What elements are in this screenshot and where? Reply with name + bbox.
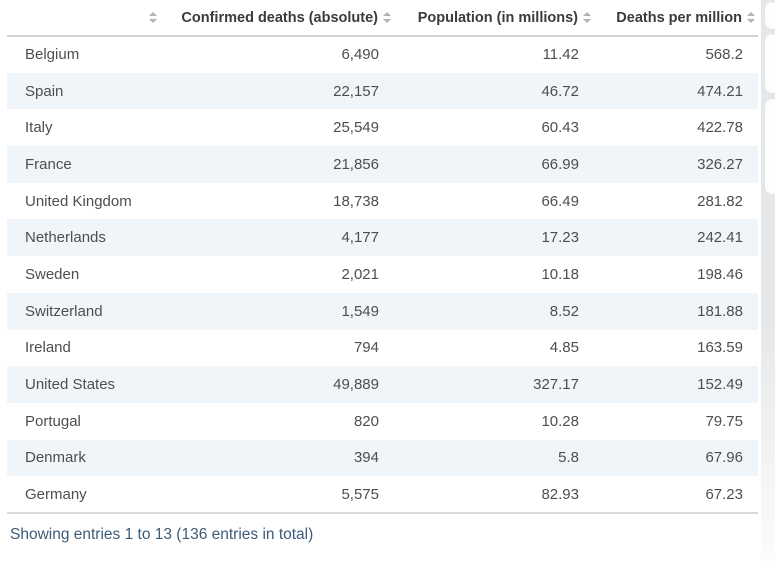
deaths-per-million-cell: 67.23 (705, 485, 743, 503)
column-header-deaths-per-million[interactable]: Deaths per million (594, 0, 758, 36)
column-header-population[interactable]: Population (in millions) (394, 0, 594, 36)
country-cell: United Kingdom (25, 192, 132, 210)
table-body: Belgium 6,490 11.42 568.2 Spain 22,157 4… (7, 36, 758, 513)
table-header: Confirmed deaths (absolute) Population (… (7, 0, 758, 36)
country-cell: Spain (25, 82, 64, 100)
population-cell: 4.85 (549, 339, 579, 357)
population-cell: 327.17 (533, 376, 579, 394)
column-header-confirmed-deaths[interactable]: Confirmed deaths (absolute) (160, 0, 394, 36)
table-row: United Kingdom 18,738 66.49 281.82 (7, 183, 758, 220)
deaths-per-million-cell: 281.82 (697, 192, 743, 210)
confirmed-deaths-cell: 5,575 (341, 485, 379, 503)
country-cell: Italy (25, 119, 53, 137)
table-row: Denmark 394 5.8 67.96 (7, 439, 758, 477)
country-cell: France (25, 155, 72, 173)
country-cell: Portugal (25, 412, 81, 430)
confirmed-deaths-cell: 18,738 (333, 192, 379, 210)
deaths-per-million-cell: 198.46 (697, 265, 743, 283)
sort-icon (747, 12, 755, 23)
table-row: Sweden 2,021 10.18 198.46 (7, 256, 758, 293)
country-cell: Ireland (25, 339, 71, 357)
table-row: Germany 5,575 82.93 67.23 (7, 476, 758, 513)
population-cell: 66.99 (541, 155, 579, 173)
confirmed-deaths-cell: 25,549 (333, 119, 379, 137)
data-table: Confirmed deaths (absolute) Population (… (7, 0, 758, 514)
country-cell: Netherlands (25, 229, 106, 247)
table-row: Spain 22,157 46.72 474.21 (7, 72, 758, 110)
entries-status-text: Showing entries 1 to 13 (136 entries in … (10, 525, 314, 543)
confirmed-deaths-cell: 2,021 (341, 265, 379, 283)
confirmed-deaths-cell: 394 (353, 449, 379, 467)
table-row: Belgium 6,490 11.42 568.2 (7, 36, 758, 73)
population-cell: 82.93 (541, 485, 579, 503)
country-cell: United States (25, 376, 116, 394)
country-cell: Denmark (25, 449, 86, 467)
table-container: Confirmed deaths (absolute) Population (… (7, 0, 758, 544)
scrollbar-thumb-segment[interactable] (765, 2, 775, 29)
table-row: Portugal 820 10.28 79.75 (7, 403, 758, 440)
confirmed-deaths-cell: 794 (353, 339, 379, 357)
confirmed-deaths-cell: 1,549 (341, 302, 379, 320)
deaths-per-million-cell: 163.59 (697, 339, 743, 357)
column-header-label: Deaths per million (616, 9, 742, 26)
population-cell: 17.23 (541, 229, 579, 247)
population-cell: 8.52 (549, 302, 579, 320)
header-row: Confirmed deaths (absolute) Population (… (7, 0, 758, 36)
population-cell: 10.28 (541, 412, 579, 430)
population-cell: 10.18 (541, 265, 579, 283)
country-cell: Sweden (25, 265, 80, 283)
scrollbar-thumb-segment[interactable] (765, 34, 775, 93)
right-scrollbar-track[interactable] (761, 0, 775, 561)
table-row: France 21,856 66.99 326.27 (7, 146, 758, 183)
country-cell: Germany (25, 485, 87, 503)
column-header-country[interactable] (7, 0, 160, 36)
confirmed-deaths-cell: 49,889 (333, 376, 379, 394)
country-cell: Switzerland (25, 302, 103, 320)
deaths-per-million-cell: 79.75 (705, 412, 743, 430)
table-row: Netherlands 4,177 17.23 242.41 (7, 219, 758, 257)
deaths-per-million-cell: 568.2 (705, 46, 743, 64)
sort-icon (149, 12, 157, 23)
population-cell: 46.72 (541, 82, 579, 100)
deaths-per-million-cell: 152.49 (697, 376, 743, 394)
population-cell: 60.43 (541, 119, 579, 137)
sort-icon (583, 12, 591, 23)
table-row: United States 49,889 327.17 152.49 (7, 366, 758, 403)
country-cell: Belgium (25, 46, 80, 64)
population-cell: 5.8 (558, 449, 579, 467)
confirmed-deaths-cell: 4,177 (341, 229, 379, 247)
deaths-per-million-cell: 326.27 (697, 155, 743, 173)
population-cell: 11.42 (542, 46, 579, 64)
confirmed-deaths-cell: 21,856 (333, 155, 379, 173)
table-row: Italy 25,549 60.43 422.78 (7, 109, 758, 146)
population-cell: 66.49 (541, 192, 579, 210)
confirmed-deaths-cell: 6,490 (341, 46, 379, 64)
deaths-per-million-cell: 181.88 (697, 302, 743, 320)
table-row: Switzerland 1,549 8.52 181.88 (7, 292, 758, 330)
deaths-per-million-cell: 474.21 (697, 82, 743, 100)
scrollbar-thumb-segment[interactable] (765, 99, 775, 194)
deaths-per-million-cell: 242.41 (697, 229, 743, 247)
column-header-label: Population (in millions) (417, 9, 578, 26)
sort-icon (383, 12, 391, 23)
deaths-per-million-cell: 67.96 (705, 449, 743, 467)
confirmed-deaths-cell: 820 (353, 412, 379, 430)
table-row: Ireland 794 4.85 163.59 (7, 330, 758, 367)
column-header-label: Confirmed deaths (absolute) (181, 9, 378, 26)
confirmed-deaths-cell: 22,157 (333, 82, 379, 100)
deaths-per-million-cell: 422.78 (697, 119, 743, 137)
